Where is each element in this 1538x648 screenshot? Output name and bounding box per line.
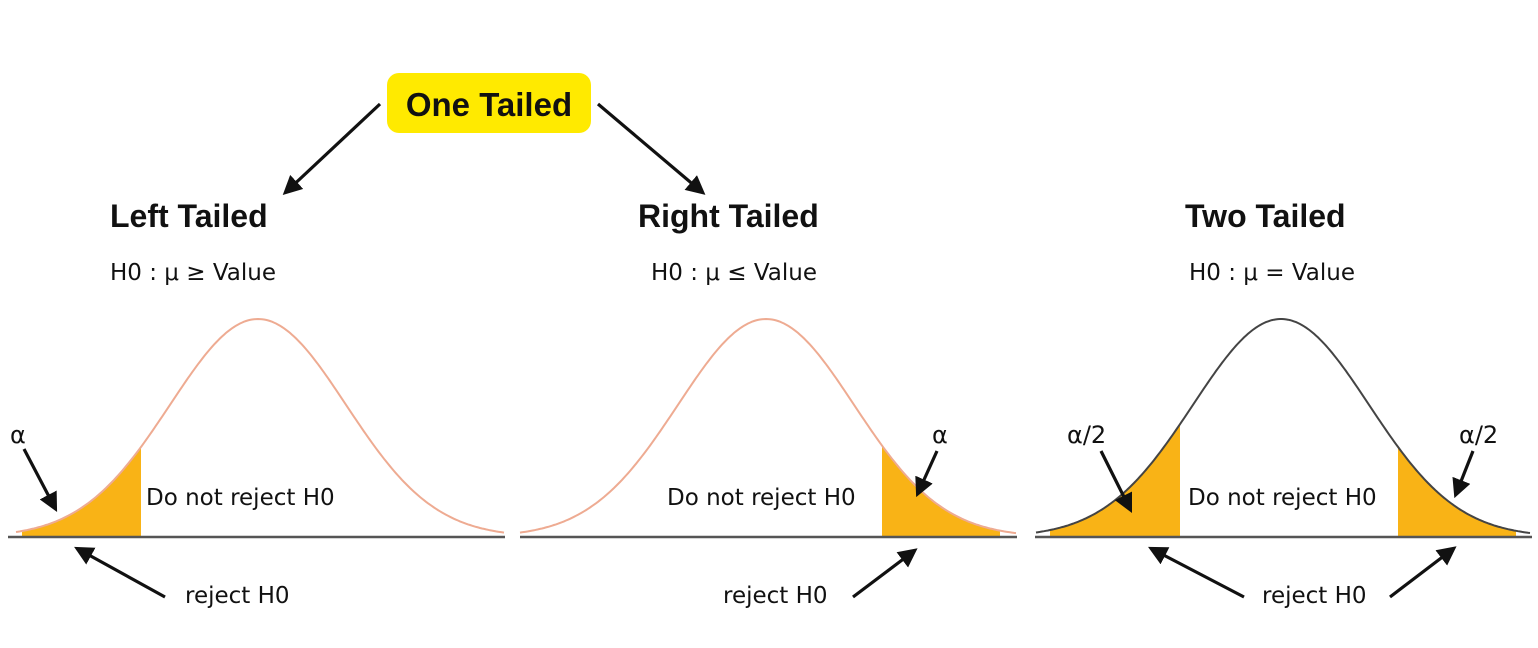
two-tailed-left-rejection-region <box>1050 424 1180 537</box>
two-tailed-region-label: Do not reject H0 <box>1188 485 1377 511</box>
right-rejection-region <box>882 445 1000 537</box>
right-reject-arrow <box>852 548 918 599</box>
badge-to-right-arrow <box>596 102 706 195</box>
badge-background <box>387 73 591 133</box>
two-tailed-right-reject-arrow <box>1389 546 1457 599</box>
two-tailed-title: Two Tailed <box>1185 198 1346 234</box>
right-tailed-title: Right Tailed <box>638 198 819 234</box>
right-alpha-label: α <box>932 421 948 449</box>
two-tailed-right-rejection-region <box>1398 446 1516 537</box>
left-tailed-panel: Left Tailed H0 : μ ≥ Value α Do not reje… <box>8 198 505 609</box>
right-reject-label: reject H0 <box>723 583 828 609</box>
two-tailed-right-alpha-arrow <box>1452 450 1475 499</box>
one-tailed-badge: One Tailed <box>387 73 591 133</box>
left-alpha-arrow <box>22 448 58 512</box>
left-alpha-label: α <box>10 421 26 449</box>
left-rejection-region <box>22 446 141 537</box>
two-tailed-panel: Two Tailed H0 : μ = Value α/2 α/2 Do not… <box>1035 198 1532 609</box>
two-tailed-left-reject-arrow <box>1148 546 1245 599</box>
right-tailed-panel: Right Tailed H0 : μ ≤ Value α Do not rej… <box>519 198 1017 609</box>
badge-to-left-arrow <box>282 102 382 196</box>
badge-label: One Tailed <box>406 86 572 123</box>
right-tailed-hypothesis: H0 : μ ≤ Value <box>651 260 817 286</box>
left-tailed-curve <box>15 317 505 534</box>
left-region-label: Do not reject H0 <box>146 485 335 511</box>
right-tailed-curve <box>519 317 1017 535</box>
two-tailed-reject-label: reject H0 <box>1262 583 1367 609</box>
two-tailed-hypothesis: H0 : μ = Value <box>1189 260 1355 286</box>
right-region-label: Do not reject H0 <box>667 485 856 511</box>
two-tailed-right-alpha-label: α/2 <box>1459 421 1498 449</box>
left-tailed-hypothesis: H0 : μ ≥ Value <box>110 260 276 286</box>
right-alpha-arrow <box>915 450 939 498</box>
two-tailed-left-alpha-arrow <box>1099 450 1133 514</box>
left-tailed-title: Left Tailed <box>110 198 268 234</box>
left-reject-arrow <box>74 546 166 599</box>
left-reject-label: reject H0 <box>185 583 290 609</box>
two-tailed-left-alpha-label: α/2 <box>1067 421 1106 449</box>
